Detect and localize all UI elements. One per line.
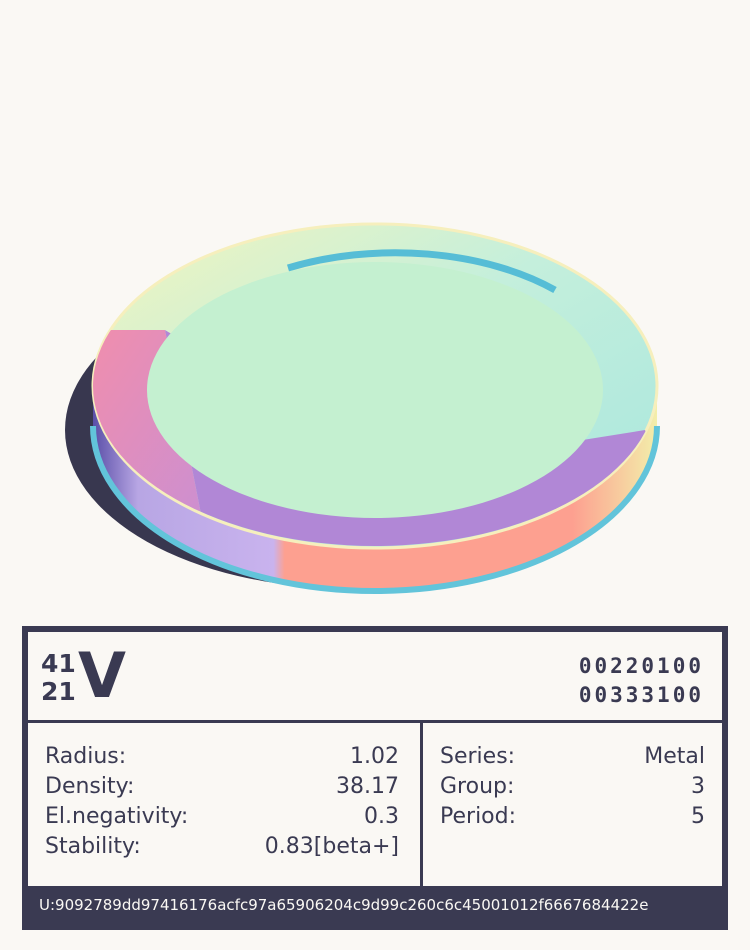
code-line-1: 00220100 xyxy=(578,654,704,678)
property-value: 5 xyxy=(691,804,705,829)
property-label: Series: xyxy=(440,744,516,769)
property-label: Group: xyxy=(440,774,515,799)
property-row-group: Group: 3 xyxy=(440,772,705,802)
card-header: 41 21 V 00220100 00333100 xyxy=(28,632,722,723)
property-value: 0.3 xyxy=(364,804,399,829)
code-line-2: 00333100 xyxy=(578,683,704,707)
property-row-period: Period: 5 xyxy=(440,802,705,832)
element-card: 41 21 V 00220100 00333100 Radius: 1.02 D… xyxy=(22,626,728,930)
hash-footer: U:9092789dd97416176acfc97a65906204c9d99c… xyxy=(28,886,722,924)
property-label: Radius: xyxy=(45,744,127,769)
properties-left: Radius: 1.02 Density: 38.17 El.negativit… xyxy=(28,723,423,886)
property-value: 3 xyxy=(691,774,705,799)
property-row-series: Series: Metal xyxy=(440,742,705,772)
property-value: 0.83[beta+] xyxy=(264,834,399,859)
element-disc-illustration xyxy=(65,222,660,594)
property-value: 38.17 xyxy=(336,774,399,799)
property-value: Metal xyxy=(644,744,705,769)
property-label: Stability: xyxy=(45,834,141,859)
property-label: Period: xyxy=(440,804,517,829)
property-value: 1.02 xyxy=(350,744,399,769)
property-row-density: Density: 38.17 xyxy=(45,772,399,802)
property-row-electronegativity: El.negativity: 0.3 xyxy=(45,802,399,832)
property-row-stability: Stability: 0.83[beta+] xyxy=(45,832,399,862)
properties-right: Series: Metal Group: 3 Period: 5 xyxy=(423,723,722,886)
mass-number: 41 xyxy=(41,649,76,678)
element-symbol: V xyxy=(78,639,126,712)
property-row-radius: Radius: 1.02 xyxy=(45,742,399,772)
atomic-number: 21 xyxy=(41,677,76,706)
property-label: Density: xyxy=(45,774,135,799)
property-label: El.negativity: xyxy=(45,804,189,829)
disc-center xyxy=(147,262,603,518)
